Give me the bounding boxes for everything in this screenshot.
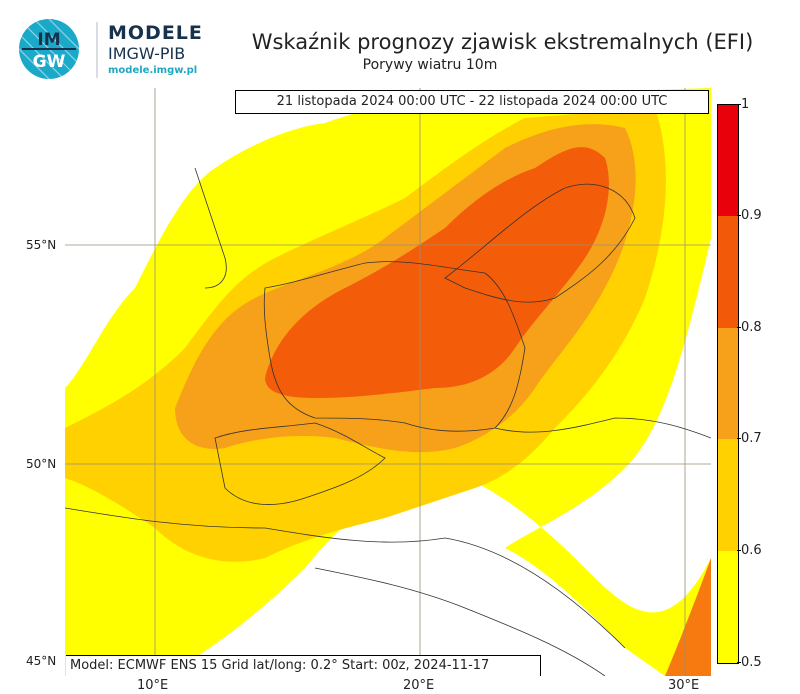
lat-label-50: 50°N (26, 457, 57, 471)
brand-block: MODELE IMGW-PIB modele.imgw.pl (96, 22, 238, 78)
colorbar-label-05: 0.5 (741, 655, 762, 670)
colorbar-tick (737, 327, 741, 328)
colorbar-tick (737, 662, 741, 663)
colorbar-tick (737, 215, 741, 216)
colorbar-band-08-09 (718, 216, 738, 328)
colorbar-label-09: 0.9 (741, 208, 762, 223)
lon-label-20: 20°E (403, 678, 435, 693)
svg-text:IM: IM (37, 30, 60, 50)
colorbar-label-07: 0.7 (741, 431, 762, 446)
page-subtitle: Porywy wiatru 10m (362, 57, 498, 73)
colorbar-band-09-10 (718, 105, 738, 216)
lon-label-30: 30°E (668, 678, 700, 693)
brand-name: MODELE (108, 22, 203, 44)
country-borders (65, 167, 711, 676)
forecast-period: 21 listopada 2024 00:00 UTC - 22 listopa… (235, 90, 709, 114)
colorbar-label-06: 0.6 (741, 543, 762, 558)
model-info: Model: ECMWF ENS 15 Grid lat/long: 0.2° … (66, 655, 541, 676)
colorbar-tick (737, 550, 741, 551)
efi-colorbar (717, 104, 739, 664)
colorbar-label-08: 0.8 (741, 320, 762, 335)
lat-label-55: 55°N (26, 238, 57, 252)
imgw-logo: IM GW (19, 19, 79, 79)
colorbar-label-1: 1 (741, 97, 750, 112)
lat-label-45: 45°N (26, 654, 57, 668)
page-title: Wskaźnik prognozy zjawisk ekstremalnych … (251, 30, 754, 54)
colorbar-band-06-07 (718, 439, 738, 551)
graticule (65, 88, 711, 676)
lon-label-10: 10°E (137, 678, 169, 693)
brand-org: IMGW-PIB (108, 44, 186, 63)
colorbar-band-07-08 (718, 328, 738, 439)
colorbar-tick (737, 104, 741, 105)
colorbar-tick (737, 438, 741, 439)
efi-zone-08 (265, 147, 609, 398)
efi-map (65, 88, 711, 676)
svg-text:GW: GW (33, 52, 66, 72)
efi-zone-se (665, 558, 711, 676)
brand-url[interactable]: modele.imgw.pl (108, 65, 198, 76)
colorbar-band-05-06 (718, 551, 738, 663)
